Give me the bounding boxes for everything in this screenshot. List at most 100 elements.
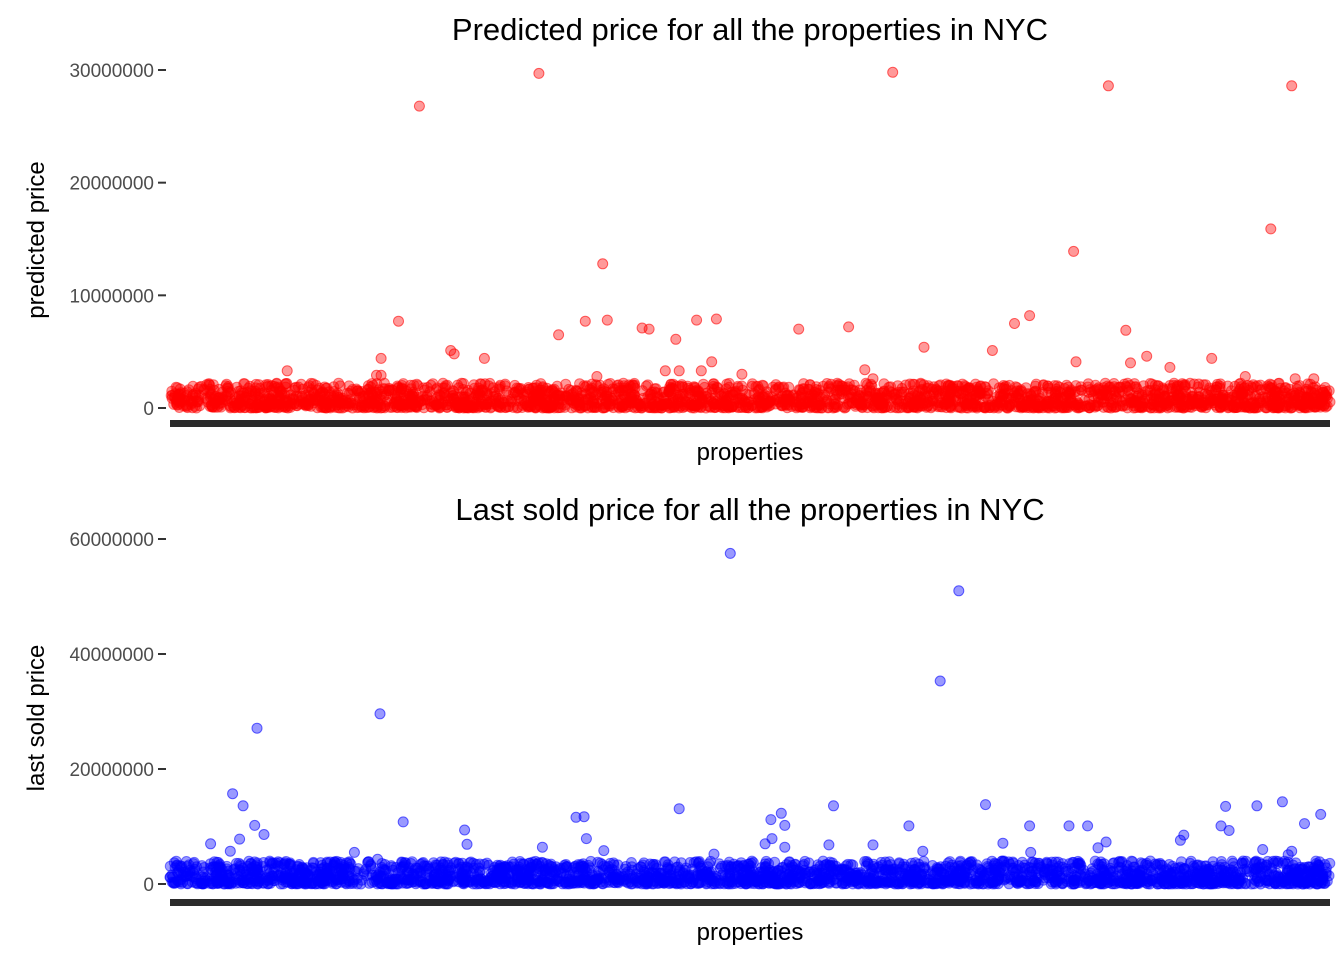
- data-point: [233, 390, 245, 402]
- y-tick-label: 0: [143, 399, 154, 420]
- y-axis-label-last-sold: last sold price: [23, 645, 50, 792]
- data-point: [1163, 383, 1175, 395]
- data-point: [365, 387, 377, 399]
- data-point: [1068, 245, 1080, 257]
- data-point: [1164, 361, 1176, 373]
- data-point: [281, 365, 293, 377]
- y-tick-label: 0: [143, 875, 154, 896]
- data-point: [828, 389, 840, 401]
- x-axis-label-predicted: properties: [697, 439, 804, 466]
- data-point: [1024, 310, 1036, 322]
- data-point: [319, 396, 330, 408]
- data-point: [1101, 385, 1112, 397]
- data-point: [798, 378, 810, 390]
- data-point: [264, 392, 276, 404]
- data-point: [498, 396, 510, 408]
- data-point: [1122, 402, 1133, 414]
- data-point: [891, 394, 903, 406]
- data-point: [680, 390, 692, 402]
- data-point: [867, 373, 879, 385]
- data-point: [439, 390, 451, 402]
- data-point: [450, 400, 462, 412]
- data-point: [849, 385, 861, 397]
- data-point: [289, 382, 301, 394]
- data-point: [1295, 393, 1307, 405]
- data-point: [579, 315, 591, 327]
- data-point: [1237, 388, 1249, 400]
- data-point: [166, 385, 178, 397]
- data-point: [1285, 402, 1296, 414]
- data-point: [1030, 378, 1042, 390]
- data-point: [1226, 395, 1238, 407]
- data-point: [1272, 400, 1284, 412]
- data-point: [278, 389, 290, 400]
- data-point: [542, 385, 554, 397]
- data-point: [1175, 401, 1187, 413]
- data-point: [673, 365, 685, 377]
- data-point: [974, 386, 985, 398]
- y-tick-label: 60000000: [69, 530, 154, 551]
- data-point: [876, 387, 888, 399]
- data-point: [640, 397, 652, 409]
- data-point: [1286, 80, 1298, 92]
- data-point: [1141, 350, 1153, 362]
- points-predicted: [165, 66, 1336, 414]
- data-point: [927, 386, 939, 398]
- data-point: [908, 401, 920, 413]
- data-point: [585, 388, 597, 400]
- data-point: [670, 333, 682, 345]
- data-point: [661, 397, 673, 409]
- data-point: [620, 861, 632, 872]
- data-point: [591, 371, 603, 382]
- data-point: [736, 368, 748, 380]
- data-point: [710, 313, 722, 325]
- data-point: [205, 389, 217, 401]
- data-point: [1238, 401, 1250, 413]
- data-point: [171, 399, 183, 411]
- data-point: [514, 384, 526, 395]
- data-point: [1239, 371, 1251, 382]
- data-point: [1125, 357, 1136, 369]
- panel-last-sold-price: Last sold price for all the properties i…: [23, 492, 1336, 946]
- data-point: [1070, 356, 1082, 368]
- data-point: [720, 399, 732, 411]
- data-point: [889, 878, 901, 890]
- data-point: [736, 394, 748, 406]
- data-point: [270, 401, 282, 413]
- data-point: [356, 386, 368, 397]
- data-point: [475, 401, 487, 413]
- data-point: [223, 387, 235, 399]
- data-point: [1135, 398, 1147, 410]
- data-point: [195, 380, 207, 392]
- data-point: [640, 380, 652, 392]
- data-point: [448, 348, 460, 360]
- data-point: [659, 856, 671, 868]
- data-point: [1156, 859, 1168, 871]
- data-point: [541, 402, 553, 414]
- data-point: [182, 402, 194, 414]
- data-point: [657, 387, 669, 398]
- data-point: [1289, 373, 1301, 385]
- data-point: [181, 390, 192, 401]
- data-point: [771, 393, 782, 405]
- data-point: [918, 341, 930, 353]
- data-point: [235, 401, 247, 413]
- data-point: [918, 855, 930, 867]
- data-point: [548, 878, 559, 890]
- data-point: [665, 378, 677, 390]
- data-point: [575, 390, 587, 402]
- data-point: [251, 398, 263, 410]
- x-axis-label-last-sold: properties: [697, 919, 804, 946]
- data-point: [1200, 379, 1212, 391]
- y-tick-label: 10000000: [69, 286, 154, 307]
- data-point: [1086, 386, 1097, 398]
- data-point: [601, 314, 613, 326]
- data-point: [644, 858, 656, 870]
- data-point: [395, 384, 407, 396]
- data-point: [1040, 398, 1052, 410]
- x-axis-bar-predicted: [170, 420, 1330, 427]
- data-point: [522, 401, 534, 413]
